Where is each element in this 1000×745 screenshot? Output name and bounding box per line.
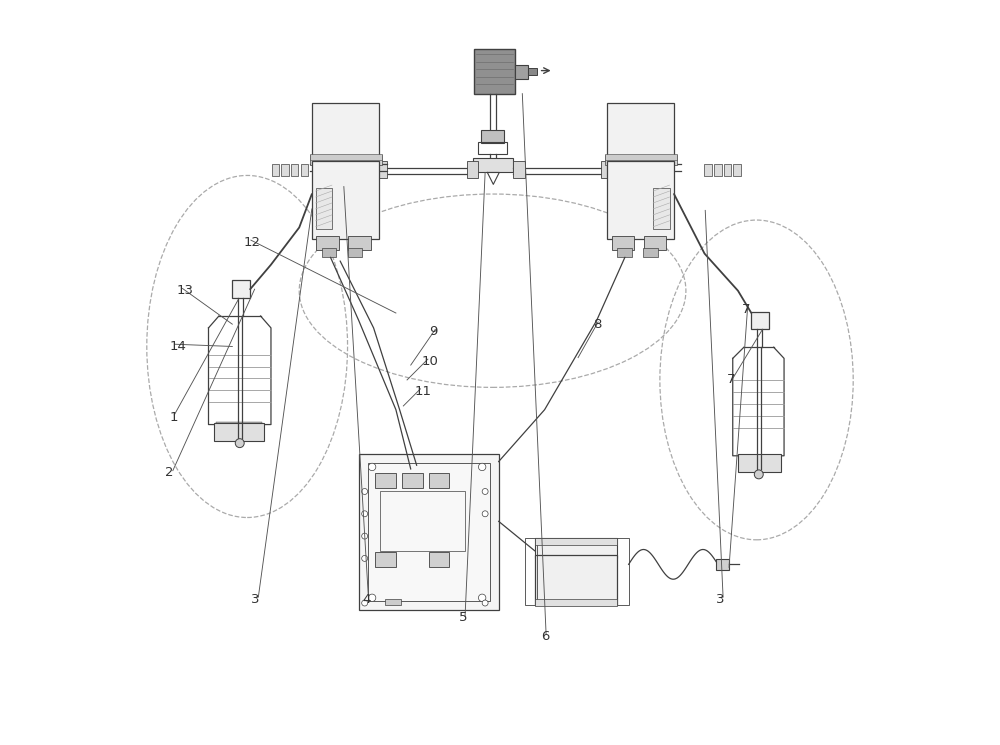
Bar (467, 162, 478, 177)
Bar (515, 66, 528, 79)
Text: 2: 2 (165, 466, 174, 479)
Bar (704, 165, 712, 176)
Text: 5: 5 (459, 612, 468, 624)
Text: 10: 10 (422, 355, 439, 368)
Bar (612, 236, 634, 250)
Bar (644, 236, 666, 250)
Bar (716, 559, 729, 570)
Bar (724, 165, 731, 176)
Circle shape (482, 511, 488, 517)
Circle shape (478, 463, 486, 471)
Bar (281, 165, 289, 176)
Circle shape (235, 439, 244, 448)
Bar (525, 538, 537, 604)
Text: 8: 8 (593, 317, 601, 331)
Circle shape (362, 489, 368, 495)
Bar (402, 473, 423, 488)
Bar (312, 161, 379, 238)
Text: 3: 3 (251, 593, 259, 606)
Text: 9: 9 (429, 325, 438, 338)
Circle shape (362, 556, 368, 562)
Text: 6: 6 (541, 630, 549, 643)
Bar (385, 598, 401, 604)
Bar (738, 454, 781, 472)
Bar (605, 156, 677, 165)
Bar (291, 165, 298, 176)
Circle shape (482, 600, 488, 606)
Bar (535, 598, 617, 606)
Bar (272, 165, 279, 176)
Circle shape (362, 600, 368, 606)
Bar (601, 162, 613, 177)
Text: 11: 11 (414, 384, 431, 398)
Bar (380, 492, 465, 551)
Bar (232, 280, 250, 298)
Circle shape (754, 470, 763, 479)
Text: 13: 13 (177, 284, 194, 297)
Bar (617, 538, 629, 604)
Circle shape (362, 533, 368, 539)
Bar (607, 104, 674, 157)
Bar (301, 165, 308, 176)
Bar (751, 311, 769, 329)
Bar (359, 454, 499, 610)
Bar (474, 49, 515, 94)
Text: 3: 3 (716, 593, 724, 606)
Bar (375, 553, 396, 568)
Text: 12: 12 (243, 236, 260, 249)
Bar (643, 248, 658, 257)
Bar (214, 423, 264, 441)
Text: 7: 7 (727, 373, 735, 387)
Bar (348, 248, 362, 257)
Bar (312, 104, 379, 157)
Bar (322, 248, 336, 257)
Bar (605, 154, 677, 160)
Bar (733, 165, 741, 176)
Bar (513, 162, 525, 177)
Bar (310, 154, 382, 160)
Bar (375, 473, 396, 488)
Bar (310, 156, 382, 165)
Bar (528, 68, 537, 75)
Bar (348, 236, 371, 250)
Bar (429, 473, 449, 488)
Bar (316, 188, 332, 229)
Bar (481, 130, 504, 144)
Bar (535, 556, 617, 604)
Text: 1: 1 (169, 410, 178, 424)
Bar (535, 538, 617, 545)
Bar (473, 158, 513, 173)
Bar (653, 188, 670, 229)
Circle shape (482, 489, 488, 495)
Text: 14: 14 (169, 340, 186, 353)
Circle shape (478, 594, 486, 601)
Bar (216, 422, 262, 423)
Bar (368, 463, 490, 600)
Circle shape (362, 511, 368, 517)
Bar (714, 165, 722, 176)
Bar (375, 162, 387, 177)
Bar (535, 538, 617, 559)
Text: 7: 7 (742, 302, 750, 316)
Bar (429, 553, 449, 568)
Text: 4: 4 (362, 593, 371, 606)
Bar (617, 248, 632, 257)
Bar (478, 142, 507, 154)
Circle shape (368, 463, 376, 471)
Bar (316, 236, 339, 250)
Bar (607, 161, 674, 238)
Circle shape (368, 594, 376, 601)
